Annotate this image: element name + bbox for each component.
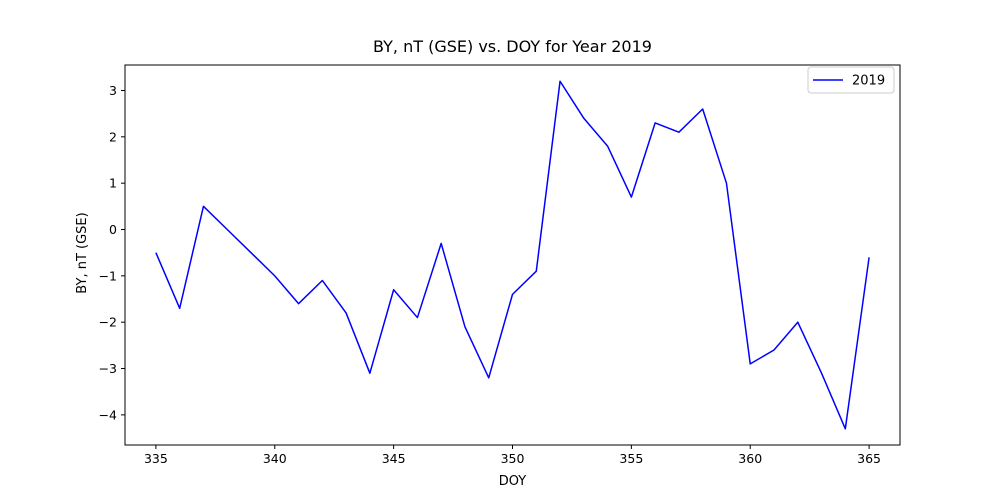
y-tick-label: 3 [109, 83, 117, 98]
y-tick-label: −3 [99, 361, 117, 376]
x-tick-label: 365 [857, 451, 881, 466]
y-tick-label: −4 [99, 407, 117, 422]
x-tick-label: 345 [382, 451, 406, 466]
x-axis-label: DOY [499, 474, 527, 489]
legend: 2019 [808, 67, 894, 93]
y-tick-label: 0 [109, 222, 117, 237]
x-tick-label: 355 [619, 451, 643, 466]
y-tick-label: 1 [109, 176, 117, 191]
y-tick-label: −1 [99, 268, 117, 283]
legend-label: 2019 [852, 74, 885, 89]
chart-title: BY, nT (GSE) vs. DOY for Year 2019 [373, 37, 652, 56]
y-axis-label: BY, nT (GSE) [75, 212, 90, 293]
x-tick-label: 335 [144, 451, 168, 466]
x-tick-label: 360 [738, 451, 762, 466]
x-tick-label: 340 [263, 451, 287, 466]
y-tick-label: −2 [99, 315, 117, 330]
x-tick-label: 350 [501, 451, 525, 466]
y-tick-label: 2 [109, 129, 117, 144]
